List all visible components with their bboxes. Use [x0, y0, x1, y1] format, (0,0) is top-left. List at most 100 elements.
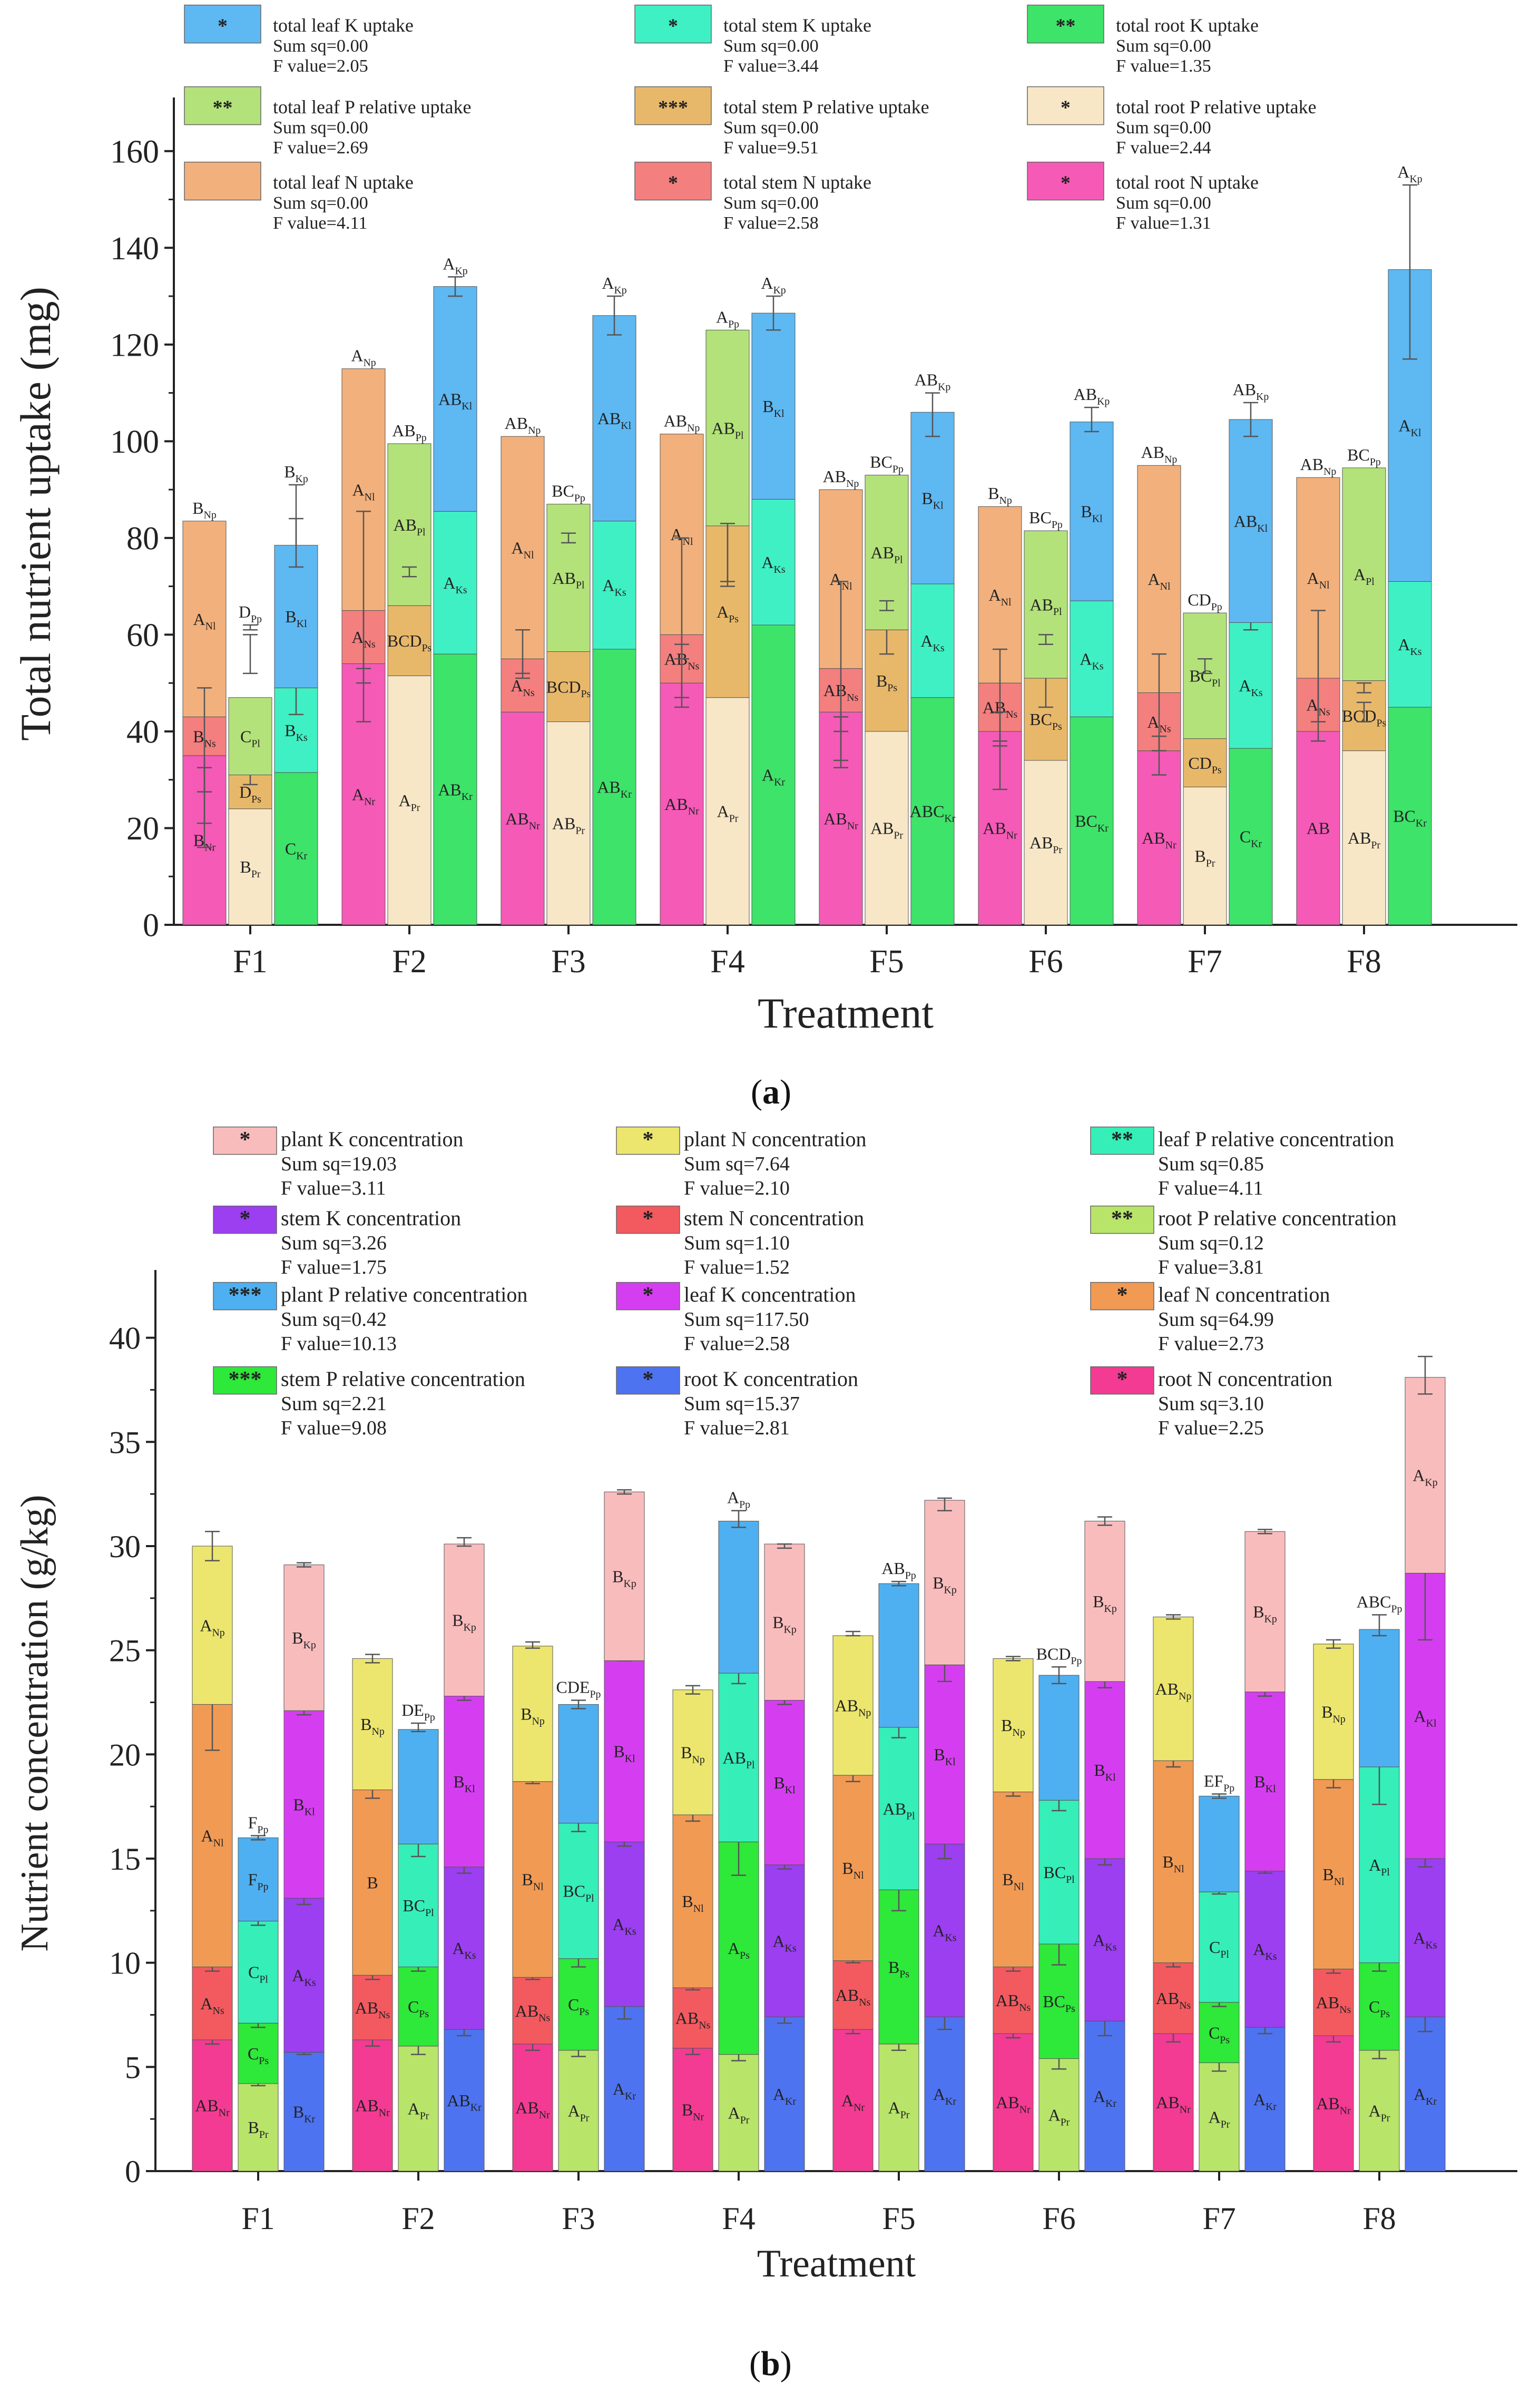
segment-label: BNp	[360, 1715, 385, 1737]
bar-segment	[238, 2022, 279, 2084]
bar-top-label: AKp	[443, 254, 467, 277]
y-tick-label: 100	[110, 424, 159, 460]
segment-label: ABKr	[438, 780, 473, 803]
segment-label: APr	[1369, 2102, 1390, 2124]
legend-label: total root K uptake	[1116, 15, 1259, 36]
legend-sum-sq: Sum sq=0.00	[723, 36, 819, 56]
segment-label: ABPr	[1029, 833, 1062, 856]
bar-segment	[604, 1660, 645, 1842]
bar-segment	[182, 521, 227, 717]
segment-label: ABNs	[675, 2009, 711, 2031]
bar-top-label: APp	[727, 1488, 750, 1511]
legend-swatch	[213, 1126, 277, 1155]
bar-segment	[751, 312, 796, 500]
legend-sum-sq: Sum sq=19.03	[281, 1153, 397, 1175]
segment-label: ABPl	[553, 569, 585, 591]
legend-label: root N concentration	[1158, 1367, 1332, 1391]
segment-label: ANp	[200, 1616, 224, 1638]
legend-sum-sq: Sum sq=7.64	[684, 1153, 790, 1175]
segment-label: ANs	[1147, 712, 1171, 735]
segment-label: BKp	[612, 1567, 636, 1589]
y-axis-title: Nutrient concentration (g/kg)	[13, 1494, 56, 1951]
bar-segment	[604, 1841, 645, 2007]
x-tick-label: F5	[869, 944, 904, 980]
legend-label: total leaf K uptake	[273, 15, 414, 36]
bar-segment	[1070, 422, 1114, 601]
bar-top-label: BCPp	[870, 453, 904, 475]
legend-significance: ***	[658, 96, 688, 119]
x-tick-label: F4	[722, 2201, 755, 2236]
bar-segment	[1359, 2050, 1400, 2172]
bar-segment	[1244, 2027, 1286, 2172]
segment-label: BCPl	[1043, 1863, 1075, 1885]
bar-top-label: ABNp	[823, 467, 859, 490]
legend-label: leaf K concentration	[684, 1283, 856, 1306]
legend-swatch	[184, 4, 261, 44]
bar-segment	[878, 2044, 919, 2172]
legend-sum-sq: Sum sq=3.26	[281, 1232, 387, 1254]
bar-top-label: BKp	[284, 462, 308, 485]
segment-label: ABNp	[1155, 1679, 1192, 1702]
segment-label: ANs	[200, 1994, 224, 2017]
segment-label: APr	[888, 2098, 910, 2121]
segment-label: BNp	[681, 1743, 705, 1766]
legend-sum-sq: Sum sq=64.99	[1158, 1308, 1274, 1331]
bar-segment	[1199, 1795, 1240, 1892]
bar-segment	[283, 2052, 325, 2172]
legend-f-value: F value=2.25	[1158, 1417, 1264, 1439]
x-tick-label: F8	[1362, 2201, 1396, 2236]
x-axis-title: Treatment	[758, 989, 934, 1037]
segment-label: ANl	[989, 585, 1012, 608]
bar-segment	[1244, 1692, 1286, 1872]
bar-segment	[718, 1841, 759, 2055]
segment-label: AKs	[1413, 1928, 1437, 1951]
segment-label: AKr	[1093, 2087, 1116, 2109]
bar-segment	[1229, 419, 1273, 623]
bar-segment	[501, 436, 545, 659]
bar-segment	[764, 1700, 805, 1865]
bar-segment	[238, 2083, 279, 2172]
legend-f-value: F value=1.35	[1116, 56, 1211, 76]
segment-label: ANs	[1306, 696, 1330, 718]
bar-segment	[592, 649, 636, 925]
segment-label: BKl	[613, 1742, 635, 1765]
segment-label: BPs	[888, 1958, 909, 1980]
segment-label: APr	[399, 791, 420, 814]
legend-significance: ***	[229, 1367, 262, 1392]
legend-swatch	[1090, 1205, 1154, 1234]
x-tick-label: F4	[710, 944, 744, 980]
bar-top-label: ABKp	[915, 370, 951, 393]
bar-segment	[924, 1500, 965, 1665]
legend-label: total stem K uptake	[723, 15, 871, 36]
segment-label: BNp	[1001, 1716, 1025, 1738]
panel-label-a: (a)	[751, 1073, 791, 1111]
segment-label: ABNr	[1316, 2094, 1351, 2117]
bar-segment	[512, 1646, 553, 1782]
legend-significance: *	[668, 15, 678, 37]
legend-swatch	[634, 161, 712, 201]
bar-segment	[718, 1521, 759, 1674]
bar-segment	[558, 1704, 599, 1824]
legend-sum-sq: Sum sq=117.50	[684, 1308, 809, 1331]
segment-label: BNl	[1002, 1870, 1024, 1893]
bar-segment	[1359, 1962, 1400, 2051]
segment-label: BCPl	[403, 1896, 434, 1919]
legend-f-value: F value=9.08	[281, 1417, 387, 1439]
segment-label: AKs	[1093, 1930, 1116, 1953]
legend-significance: *	[1117, 1367, 1128, 1392]
bar-segment	[433, 286, 477, 512]
bar-top-label: AKp	[602, 273, 626, 296]
bar-segment	[1405, 1377, 1446, 1574]
bar-segment	[228, 808, 272, 925]
legend-f-value: F value=2.44	[1116, 138, 1211, 158]
segment-label: ABPl	[871, 543, 903, 566]
bar-top-label: ABNp	[1300, 455, 1337, 477]
legend-label: stem K concentration	[281, 1206, 461, 1230]
segment-label: AKs	[443, 573, 467, 596]
bar-segment	[993, 1967, 1034, 2034]
legend-f-value: F value=9.51	[723, 138, 819, 158]
segment-label: ABPl	[883, 1799, 915, 1822]
bar-segment	[672, 1987, 713, 2049]
legend-label: root P relative concentration	[1158, 1206, 1397, 1230]
segment-label: AKp	[1413, 1466, 1437, 1489]
